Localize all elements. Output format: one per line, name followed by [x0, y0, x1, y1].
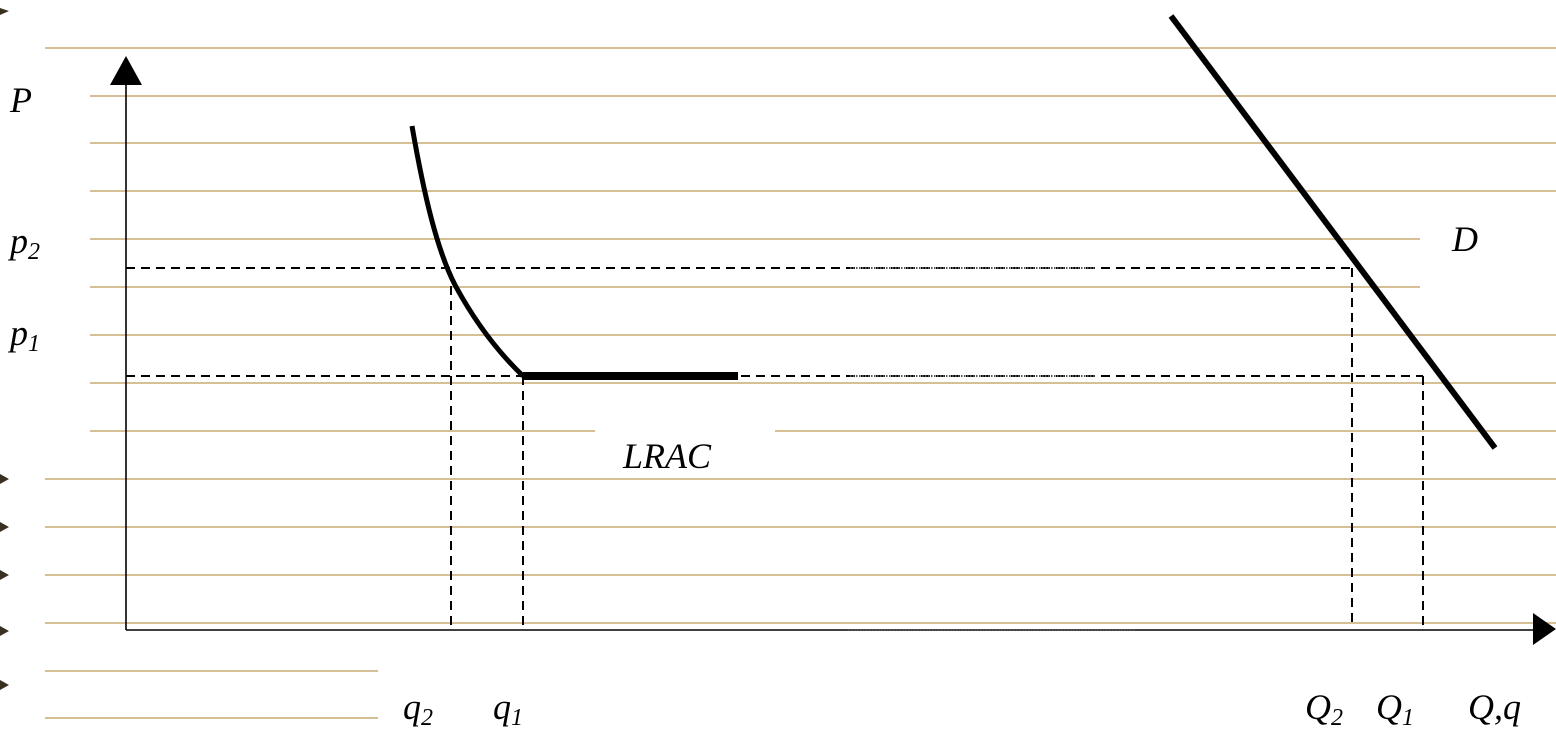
bullet-icon	[0, 522, 9, 532]
Q2-label: Q2	[1305, 687, 1343, 729]
p1-label: p1	[7, 313, 40, 357]
axes	[110, 56, 1556, 645]
x-axis-arrow-icon	[1533, 613, 1556, 645]
bullet-icon	[0, 8, 9, 15]
guide-lines	[126, 267, 1424, 626]
q1-label: q1	[493, 687, 523, 729]
q2-label: q2	[403, 687, 433, 729]
margin-bullets	[0, 8, 9, 690]
y-axis-label: P	[9, 80, 32, 120]
p2-label: p2	[7, 221, 40, 265]
demand-curve	[1168, 14, 1498, 450]
Q1-label: Q1	[1376, 687, 1414, 729]
lrac-label: LRAC	[622, 436, 712, 476]
bullet-icon	[0, 680, 9, 690]
bullet-icon	[0, 626, 9, 636]
ruled-lines	[45, 47, 1556, 719]
x-axis-label: Q,q	[1468, 687, 1521, 727]
demand-label: D	[1451, 219, 1478, 259]
lrac-curve-declining	[409, 125, 525, 378]
bullet-icon	[0, 474, 9, 484]
y-axis-arrow-icon	[110, 56, 142, 85]
bullet-icon	[0, 570, 9, 580]
